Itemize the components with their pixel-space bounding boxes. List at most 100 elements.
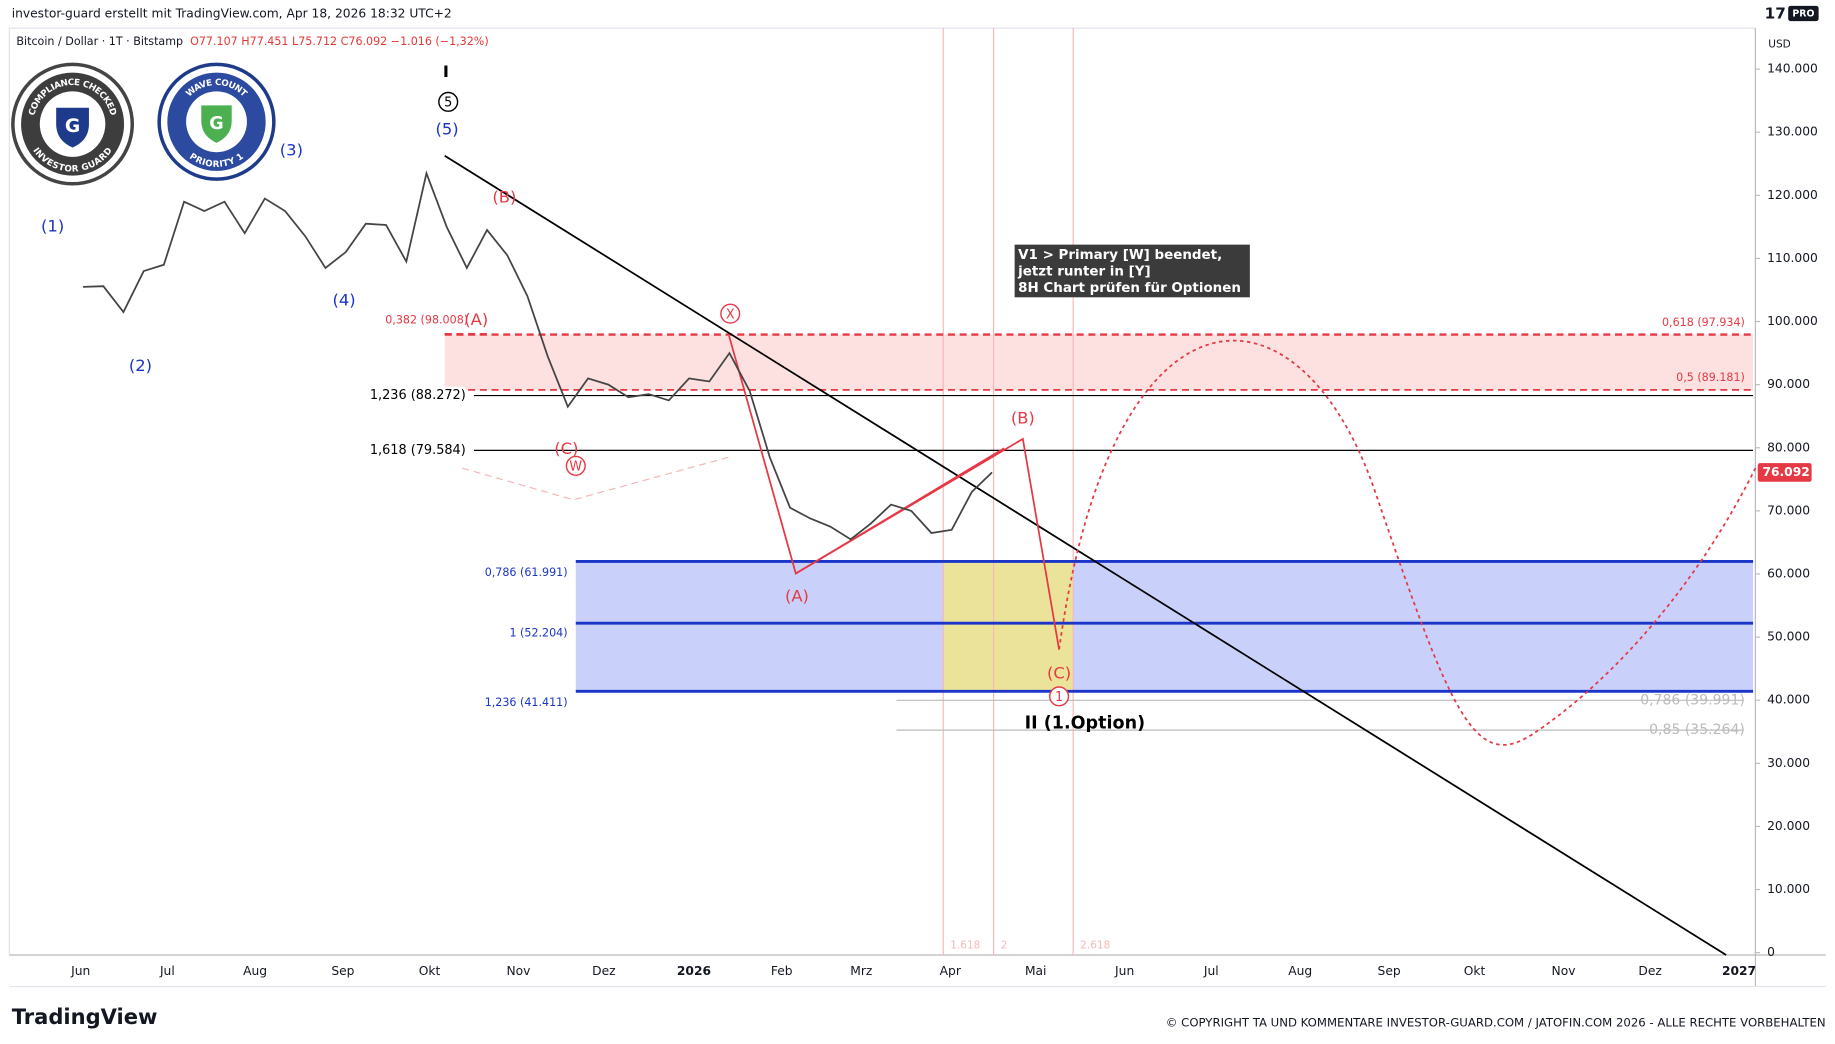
time-fib-label: 2.618 xyxy=(1080,940,1110,952)
footer-logo: TradingView xyxy=(12,1004,158,1029)
caption: investor-guard erstellt mit TradingView.… xyxy=(12,7,452,21)
fib-level-label: 0,618 (97.934) xyxy=(1662,316,1745,329)
fib-level-label: 0,786 (39.991) xyxy=(1640,692,1745,708)
resistance-zone xyxy=(444,334,1754,390)
wave-label: (A) xyxy=(464,310,488,329)
pro-label: PRO xyxy=(1792,9,1814,20)
time-label: Sep xyxy=(1378,964,1401,978)
wave-label: (A) xyxy=(785,586,809,605)
copyright: © COPYRIGHT TA UND KOMMENTARE INVESTOR-G… xyxy=(1166,1015,1826,1029)
price-label: 50.000 xyxy=(1767,630,1810,644)
fib-level-label: 1,618 (79.584) xyxy=(370,443,466,458)
note-line: 8H Chart prüfen für Optionen xyxy=(1018,281,1241,296)
time-label: Jul xyxy=(159,964,175,978)
wave-label: (B) xyxy=(492,187,516,206)
time-label: Nov xyxy=(1552,964,1576,978)
last-price-tag xyxy=(1757,463,1812,482)
wave-label: (2) xyxy=(129,356,152,375)
pro-badge xyxy=(1788,5,1819,22)
shield-g: G xyxy=(65,116,80,137)
fib-level-label: 0,5 (89.181) xyxy=(1676,371,1745,384)
fib-level-label: 1,236 (88.272) xyxy=(370,388,466,403)
price-label: 130.000 xyxy=(1767,125,1818,139)
wave-circle xyxy=(1049,686,1070,707)
wave-label: (C) xyxy=(554,439,578,458)
wave-circle xyxy=(720,303,741,324)
wave-label: (4) xyxy=(332,290,355,309)
shield xyxy=(201,105,232,143)
price-label: 100.000 xyxy=(1767,314,1818,328)
price-path xyxy=(83,170,993,541)
scenario-curve xyxy=(1058,339,1757,746)
target-zone xyxy=(575,561,1754,692)
wave-label: I xyxy=(443,62,449,81)
time-label: Apr xyxy=(940,964,962,978)
price-label: 140.000 xyxy=(1767,62,1818,76)
price-label: 40.000 xyxy=(1767,693,1810,707)
wave-label: (3) xyxy=(280,141,303,160)
projection-line xyxy=(462,455,732,501)
badge: G COMPLIANCE CHECKED INVESTOR GUARD G WA… xyxy=(11,62,276,186)
wave-label: (5) xyxy=(435,119,458,138)
last-price-label: 76.092 xyxy=(1762,465,1809,479)
wave-label: 5 xyxy=(444,96,452,111)
note-line: jetzt runter in [Y] xyxy=(1017,265,1151,280)
price-label: 110.000 xyxy=(1767,251,1818,265)
time-label: Jul xyxy=(1203,964,1219,978)
price-label: 90.000 xyxy=(1767,377,1810,391)
fib-level-label: 0,786 (61.991) xyxy=(485,566,568,579)
tv-mark: 17 xyxy=(1765,5,1786,23)
wave-label: II (1.Option) xyxy=(1025,713,1146,733)
time-label: Sep xyxy=(331,964,354,978)
symbol-name: Bitcoin / Dollar · 1T · Bitstamp xyxy=(16,35,183,48)
wave-label: X xyxy=(726,307,735,322)
time-label: Jun xyxy=(70,964,90,978)
time-label: Dez xyxy=(1638,964,1661,978)
currency: USD xyxy=(1768,39,1790,51)
time-label: Nov xyxy=(506,964,530,978)
wave-label: (1) xyxy=(41,217,64,236)
note-background xyxy=(1014,244,1250,298)
time-label: Mrz xyxy=(850,964,872,978)
wave-label: W xyxy=(569,459,582,474)
time-label: Okt xyxy=(1464,964,1486,978)
ohlc: O77.107 H77.451 L75.712 C76.092 −1.016 (… xyxy=(190,35,489,48)
wave-label: (C) xyxy=(1047,664,1071,683)
wave-channel xyxy=(795,447,1005,575)
price-label: 20.000 xyxy=(1767,819,1810,833)
wave-label: (B) xyxy=(1011,409,1035,428)
shield-g: G xyxy=(209,114,223,134)
time-label: Okt xyxy=(419,964,441,978)
time-label: Feb xyxy=(771,964,793,978)
time-fib-label: 1.618 xyxy=(950,940,980,952)
note-line: V1 > Primary [W] beendet, xyxy=(1018,248,1222,263)
trend-line xyxy=(444,154,1727,956)
price-label: 60.000 xyxy=(1767,566,1810,580)
wave-circle xyxy=(438,91,459,112)
price-label: 0 xyxy=(1767,945,1775,959)
note-box: V1 > Primary [W] beendet, jetzt runter i… xyxy=(1014,244,1250,298)
price-label: 80.000 xyxy=(1767,440,1810,454)
wave-label: 1 xyxy=(1055,690,1063,705)
fib-level-label: 1,236 (41.411) xyxy=(485,696,568,709)
time-label: Dez xyxy=(592,964,615,978)
time-label: 2026 xyxy=(677,964,711,978)
time-label: Mai xyxy=(1025,964,1047,978)
fib-level-label: 1 (52.204) xyxy=(509,627,567,640)
time-label: Aug xyxy=(243,964,267,978)
fib-level-label: 0,382 (98.008) xyxy=(385,314,468,327)
time-zone xyxy=(943,561,1074,692)
fib-level-label: 0,85 (35.264) xyxy=(1649,722,1745,738)
shield xyxy=(56,107,89,148)
price-label: 70.000 xyxy=(1767,503,1810,517)
price-label: 10.000 xyxy=(1767,882,1810,896)
time-label: Jun xyxy=(1114,964,1134,978)
wave-circle xyxy=(565,455,586,476)
time-fib-label: 2 xyxy=(1001,940,1008,952)
time-label: 2027 xyxy=(1722,964,1756,978)
price-label: 120.000 xyxy=(1767,188,1818,202)
symbol: Bitcoin / Dollar · 1T · Bitstamp O77.107 … xyxy=(16,35,488,48)
time-label: Aug xyxy=(1288,964,1312,978)
